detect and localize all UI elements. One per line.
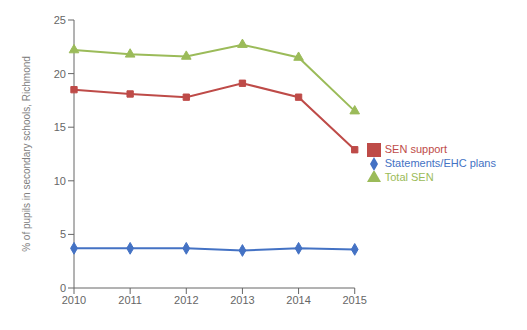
svg-text:2014: 2014 bbox=[286, 294, 310, 306]
svg-text:10: 10 bbox=[54, 175, 66, 187]
svg-text:2010: 2010 bbox=[62, 294, 86, 306]
html-text:Total SEN: Total SEN bbox=[384, 171, 434, 183]
svg-text:2012: 2012 bbox=[174, 294, 198, 306]
svg-text:20: 20 bbox=[54, 68, 66, 80]
svg-text:5: 5 bbox=[60, 228, 66, 240]
svg-text:0: 0 bbox=[60, 282, 66, 294]
svg-text:2015: 2015 bbox=[342, 294, 366, 306]
svg-text:25: 25 bbox=[54, 14, 66, 26]
html-text:SEN support: SEN support bbox=[384, 142, 448, 155]
html-text:Statements/EHC plans: Statements/EHC plans bbox=[384, 157, 496, 169]
svg-text:2011: 2011 bbox=[118, 294, 142, 306]
svg-text:% of pupils in secondary schoo: % of pupils in secondary schools, Richmo… bbox=[21, 56, 32, 252]
svg-text:15: 15 bbox=[54, 121, 66, 133]
svg-text:2013: 2013 bbox=[230, 294, 254, 306]
